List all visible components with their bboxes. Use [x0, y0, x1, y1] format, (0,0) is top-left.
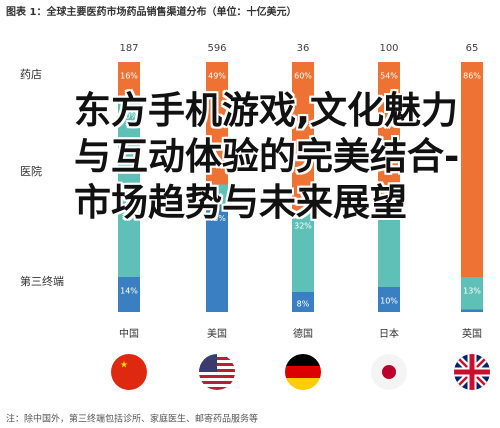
row-label: 第三终端 — [20, 274, 64, 288]
value-label: 54% — [380, 72, 398, 81]
value-label: 10% — [380, 297, 398, 306]
value-label: 36% — [380, 207, 398, 216]
bar-segment — [206, 204, 228, 312]
total-label: 596 — [207, 43, 226, 54]
bar-segment — [292, 62, 314, 212]
value-label: 70% — [120, 112, 138, 121]
x-tick-label: 日本 — [379, 327, 399, 340]
bar-segment — [206, 184, 228, 205]
bar-segment — [118, 62, 140, 102]
value-label: 16% — [120, 72, 138, 81]
value-label: 60% — [294, 72, 312, 81]
value-label: 86% — [463, 72, 481, 81]
bar-segment — [292, 212, 314, 292]
row-label: 药店 — [20, 67, 42, 81]
total-label: 187 — [119, 43, 138, 54]
bar-segment — [292, 292, 314, 312]
value-label: 49% — [208, 72, 226, 81]
value-label: 8% — [211, 192, 224, 201]
overlay-headline: 东方手机游戏,文化魅力与互动体验的完美结合-市场趋势与未来展望 — [74, 89, 460, 224]
row-label: 医院 — [20, 164, 42, 178]
bar-segment — [461, 62, 483, 277]
x-tick-label: 美国 — [207, 327, 227, 340]
total-label: 65 — [466, 43, 479, 54]
bar-segment — [206, 62, 228, 185]
value-label: 32% — [294, 222, 312, 231]
x-tick-label: 德国 — [293, 327, 313, 340]
total-label: 100 — [379, 43, 398, 54]
x-tick-label: 中国 — [119, 327, 139, 340]
svg-text:★: ★ — [120, 361, 128, 371]
chart-title: 图表 1：全球主要医药市场药品销售渠道分布（单位：十亿美元） — [6, 5, 296, 18]
value-label: 13% — [463, 287, 481, 296]
note: 注：除中国外，第三终端包括诊所、家庭医生、邮寄药品服务等 — [6, 413, 258, 425]
x-tick-label: 英国 — [462, 327, 482, 340]
bar-segment — [461, 309, 483, 312]
total-label: 36 — [297, 43, 310, 54]
bar-segment — [461, 277, 483, 310]
flags: ★ — [111, 354, 490, 390]
value-label: 14% — [120, 287, 138, 296]
bar-segment — [378, 197, 400, 287]
bar-segment — [378, 62, 400, 197]
bar-segment — [118, 277, 140, 312]
bar-segment — [378, 287, 400, 312]
bar-segment — [118, 102, 140, 277]
value-label: 43% — [208, 214, 226, 223]
value-label: 8% — [297, 300, 310, 309]
